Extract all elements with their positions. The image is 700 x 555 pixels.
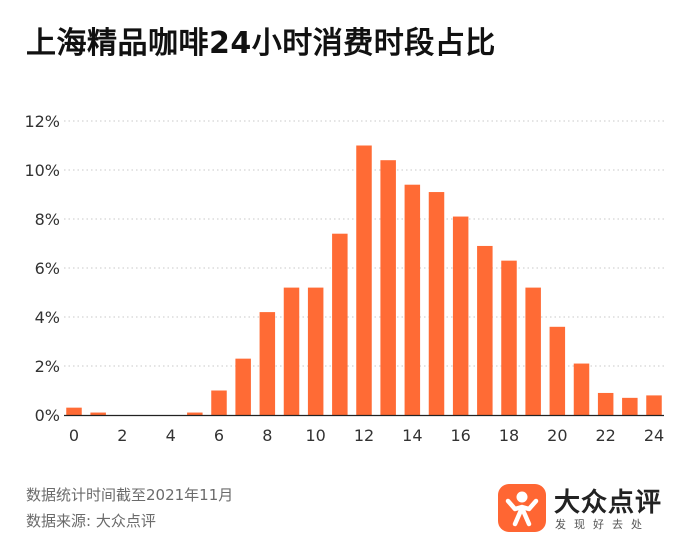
bar	[501, 260, 517, 415]
x-tick-label: 18	[499, 426, 519, 445]
bar	[452, 216, 469, 415]
bar	[187, 412, 203, 415]
x-tick-label: 22	[595, 426, 615, 445]
bar	[332, 233, 348, 415]
y-tick-label: 2%	[35, 357, 60, 376]
bar	[259, 312, 276, 415]
bar	[477, 245, 493, 415]
brand-slogan: 发现好去处	[555, 518, 650, 531]
y-tick-label: 4%	[35, 308, 60, 327]
chart-title: 上海精品咖啡24小时消费时段占比	[26, 26, 496, 61]
x-tick-label: 12	[354, 426, 374, 445]
y-tick-label: 12%	[24, 112, 60, 131]
bar-chart: 0%2%4%6%8%10%12%0 2 4 6 8 10 12 14 16 18 20 22 24	[24, 112, 664, 445]
bar	[597, 392, 614, 415]
x-tick-label: 16	[450, 426, 470, 445]
bar	[211, 390, 227, 415]
bar	[380, 160, 396, 415]
x-tick-label: 10	[305, 426, 325, 445]
bar	[66, 407, 82, 415]
x-tick-label: 4	[166, 426, 176, 445]
bar	[622, 397, 638, 415]
x-tick-label: 8	[262, 426, 272, 445]
x-tick-label: 2	[117, 426, 127, 445]
y-tick-label: 10%	[24, 161, 60, 180]
bar	[525, 287, 541, 415]
y-tick-label: 0%	[35, 406, 60, 425]
bar	[235, 358, 251, 415]
x-tick-label: 0	[69, 426, 79, 445]
bar	[404, 184, 421, 415]
bar	[549, 326, 566, 415]
bar	[90, 412, 106, 415]
bar	[283, 287, 300, 415]
x-tick-label: 20	[547, 426, 567, 445]
bar	[307, 287, 324, 415]
brand-name: 大众点评	[554, 488, 663, 518]
person-arms-up-icon	[498, 484, 546, 532]
bar	[646, 395, 662, 415]
brand-logo-block: 大众点评 发现好去处	[498, 478, 683, 536]
x-tick-label: 24	[644, 426, 664, 445]
bar	[356, 145, 372, 415]
bar	[428, 192, 445, 415]
y-tick-label: 8%	[35, 210, 60, 229]
x-tick-label: 6	[214, 426, 224, 445]
x-tick-label: 14	[402, 426, 422, 445]
bar	[573, 363, 590, 415]
y-tick-label: 6%	[35, 259, 60, 278]
source-footnote: 数据来源: 大众点评	[26, 512, 156, 530]
date-footnote: 数据统计时间截至2021年11月	[26, 486, 234, 504]
